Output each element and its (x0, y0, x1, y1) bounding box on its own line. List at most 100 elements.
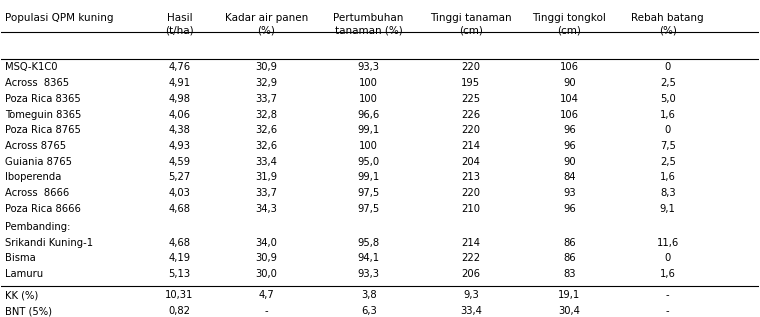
Text: 96,6: 96,6 (357, 109, 380, 120)
Text: 4,98: 4,98 (168, 94, 190, 104)
Text: 206: 206 (461, 269, 480, 279)
Text: 100: 100 (359, 78, 378, 88)
Text: 34,0: 34,0 (255, 237, 277, 248)
Text: 93,3: 93,3 (358, 269, 380, 279)
Text: 94,1: 94,1 (357, 253, 380, 263)
Text: 0: 0 (664, 125, 671, 135)
Text: 2,5: 2,5 (660, 78, 676, 88)
Text: 4,7: 4,7 (258, 290, 274, 301)
Text: MSQ-K1C0: MSQ-K1C0 (5, 62, 58, 72)
Text: 214: 214 (461, 237, 480, 248)
Text: 33,4: 33,4 (255, 157, 277, 167)
Text: Kadar air panen
(%): Kadar air panen (%) (225, 13, 308, 35)
Text: 33,4: 33,4 (460, 306, 482, 316)
Text: 9,1: 9,1 (660, 204, 676, 214)
Text: 5,27: 5,27 (168, 172, 191, 182)
Text: 100: 100 (359, 141, 378, 151)
Text: 31,9: 31,9 (255, 172, 277, 182)
Text: Across 8765: Across 8765 (5, 141, 66, 151)
Text: 99,1: 99,1 (357, 172, 380, 182)
Text: 96: 96 (563, 141, 575, 151)
Text: 96: 96 (563, 204, 575, 214)
Text: 0: 0 (664, 253, 671, 263)
Text: Populasi QPM kuning: Populasi QPM kuning (5, 13, 114, 23)
Text: 93: 93 (563, 188, 575, 198)
Text: 33,7: 33,7 (255, 94, 277, 104)
Text: Hasil
(t/ha): Hasil (t/ha) (165, 13, 194, 35)
Text: 95,8: 95,8 (357, 237, 380, 248)
Text: 220: 220 (461, 188, 480, 198)
Text: 210: 210 (461, 204, 480, 214)
Text: 90: 90 (563, 78, 575, 88)
Text: 4,68: 4,68 (168, 237, 190, 248)
Text: 32,8: 32,8 (255, 109, 277, 120)
Text: Pertumbuhan
tanaman (%): Pertumbuhan tanaman (%) (334, 13, 404, 35)
Text: 32,9: 32,9 (255, 78, 277, 88)
Text: 30,9: 30,9 (255, 62, 277, 72)
Text: 96: 96 (563, 125, 575, 135)
Text: 1,6: 1,6 (660, 172, 676, 182)
Text: 6,3: 6,3 (361, 306, 376, 316)
Text: 100: 100 (359, 94, 378, 104)
Text: 7,5: 7,5 (660, 141, 676, 151)
Text: 5,13: 5,13 (168, 269, 191, 279)
Text: 213: 213 (461, 172, 480, 182)
Text: Tinggi tongkol
(cm): Tinggi tongkol (cm) (532, 13, 606, 35)
Text: 84: 84 (563, 172, 575, 182)
Text: Across  8666: Across 8666 (5, 188, 69, 198)
Text: 95,0: 95,0 (357, 157, 380, 167)
Text: 1,6: 1,6 (660, 269, 676, 279)
Text: Poza Rica 8765: Poza Rica 8765 (5, 125, 81, 135)
Text: 0: 0 (664, 62, 671, 72)
Text: 86: 86 (563, 237, 575, 248)
Text: 222: 222 (461, 253, 480, 263)
Text: 220: 220 (461, 62, 480, 72)
Text: 4,93: 4,93 (168, 141, 190, 151)
Text: 1,6: 1,6 (660, 109, 676, 120)
Text: BNT (5%): BNT (5%) (5, 306, 52, 316)
Text: -: - (666, 306, 670, 316)
Text: 9,3: 9,3 (463, 290, 479, 301)
Text: Bisma: Bisma (5, 253, 36, 263)
Text: 97,5: 97,5 (357, 188, 380, 198)
Text: 204: 204 (461, 157, 480, 167)
Text: 3,8: 3,8 (361, 290, 376, 301)
Text: Iboperenda: Iboperenda (5, 172, 62, 182)
Text: 97,5: 97,5 (357, 204, 380, 214)
Text: 10,31: 10,31 (165, 290, 194, 301)
Text: 19,1: 19,1 (558, 290, 581, 301)
Text: 30,4: 30,4 (559, 306, 580, 316)
Text: 5,0: 5,0 (660, 94, 676, 104)
Text: Poza Rica 8666: Poza Rica 8666 (5, 204, 81, 214)
Text: Poza Rica 8365: Poza Rica 8365 (5, 94, 81, 104)
Text: 99,1: 99,1 (357, 125, 380, 135)
Text: 106: 106 (560, 62, 579, 72)
Text: 11,6: 11,6 (657, 237, 679, 248)
Text: KK (%): KK (%) (5, 290, 39, 301)
Text: 86: 86 (563, 253, 575, 263)
Text: 33,7: 33,7 (255, 188, 277, 198)
Text: 8,3: 8,3 (660, 188, 676, 198)
Text: 2,5: 2,5 (660, 157, 676, 167)
Text: 4,03: 4,03 (169, 188, 190, 198)
Text: 4,59: 4,59 (168, 157, 191, 167)
Text: 30,9: 30,9 (255, 253, 277, 263)
Text: 32,6: 32,6 (255, 125, 277, 135)
Text: 225: 225 (461, 94, 480, 104)
Text: 34,3: 34,3 (255, 204, 277, 214)
Text: 220: 220 (461, 125, 480, 135)
Text: -: - (666, 290, 670, 301)
Text: Across  8365: Across 8365 (5, 78, 69, 88)
Text: Lamuru: Lamuru (5, 269, 43, 279)
Text: 4,91: 4,91 (168, 78, 191, 88)
Text: Pembanding:: Pembanding: (5, 222, 71, 232)
Text: 4,76: 4,76 (168, 62, 191, 72)
Text: 30,0: 30,0 (255, 269, 277, 279)
Text: 83: 83 (563, 269, 575, 279)
Text: Tinggi tanaman
(cm): Tinggi tanaman (cm) (430, 13, 511, 35)
Text: 195: 195 (461, 78, 480, 88)
Text: 226: 226 (461, 109, 480, 120)
Text: 104: 104 (560, 94, 579, 104)
Text: Rebah batang
(%): Rebah batang (%) (632, 13, 704, 35)
Text: 4,38: 4,38 (169, 125, 190, 135)
